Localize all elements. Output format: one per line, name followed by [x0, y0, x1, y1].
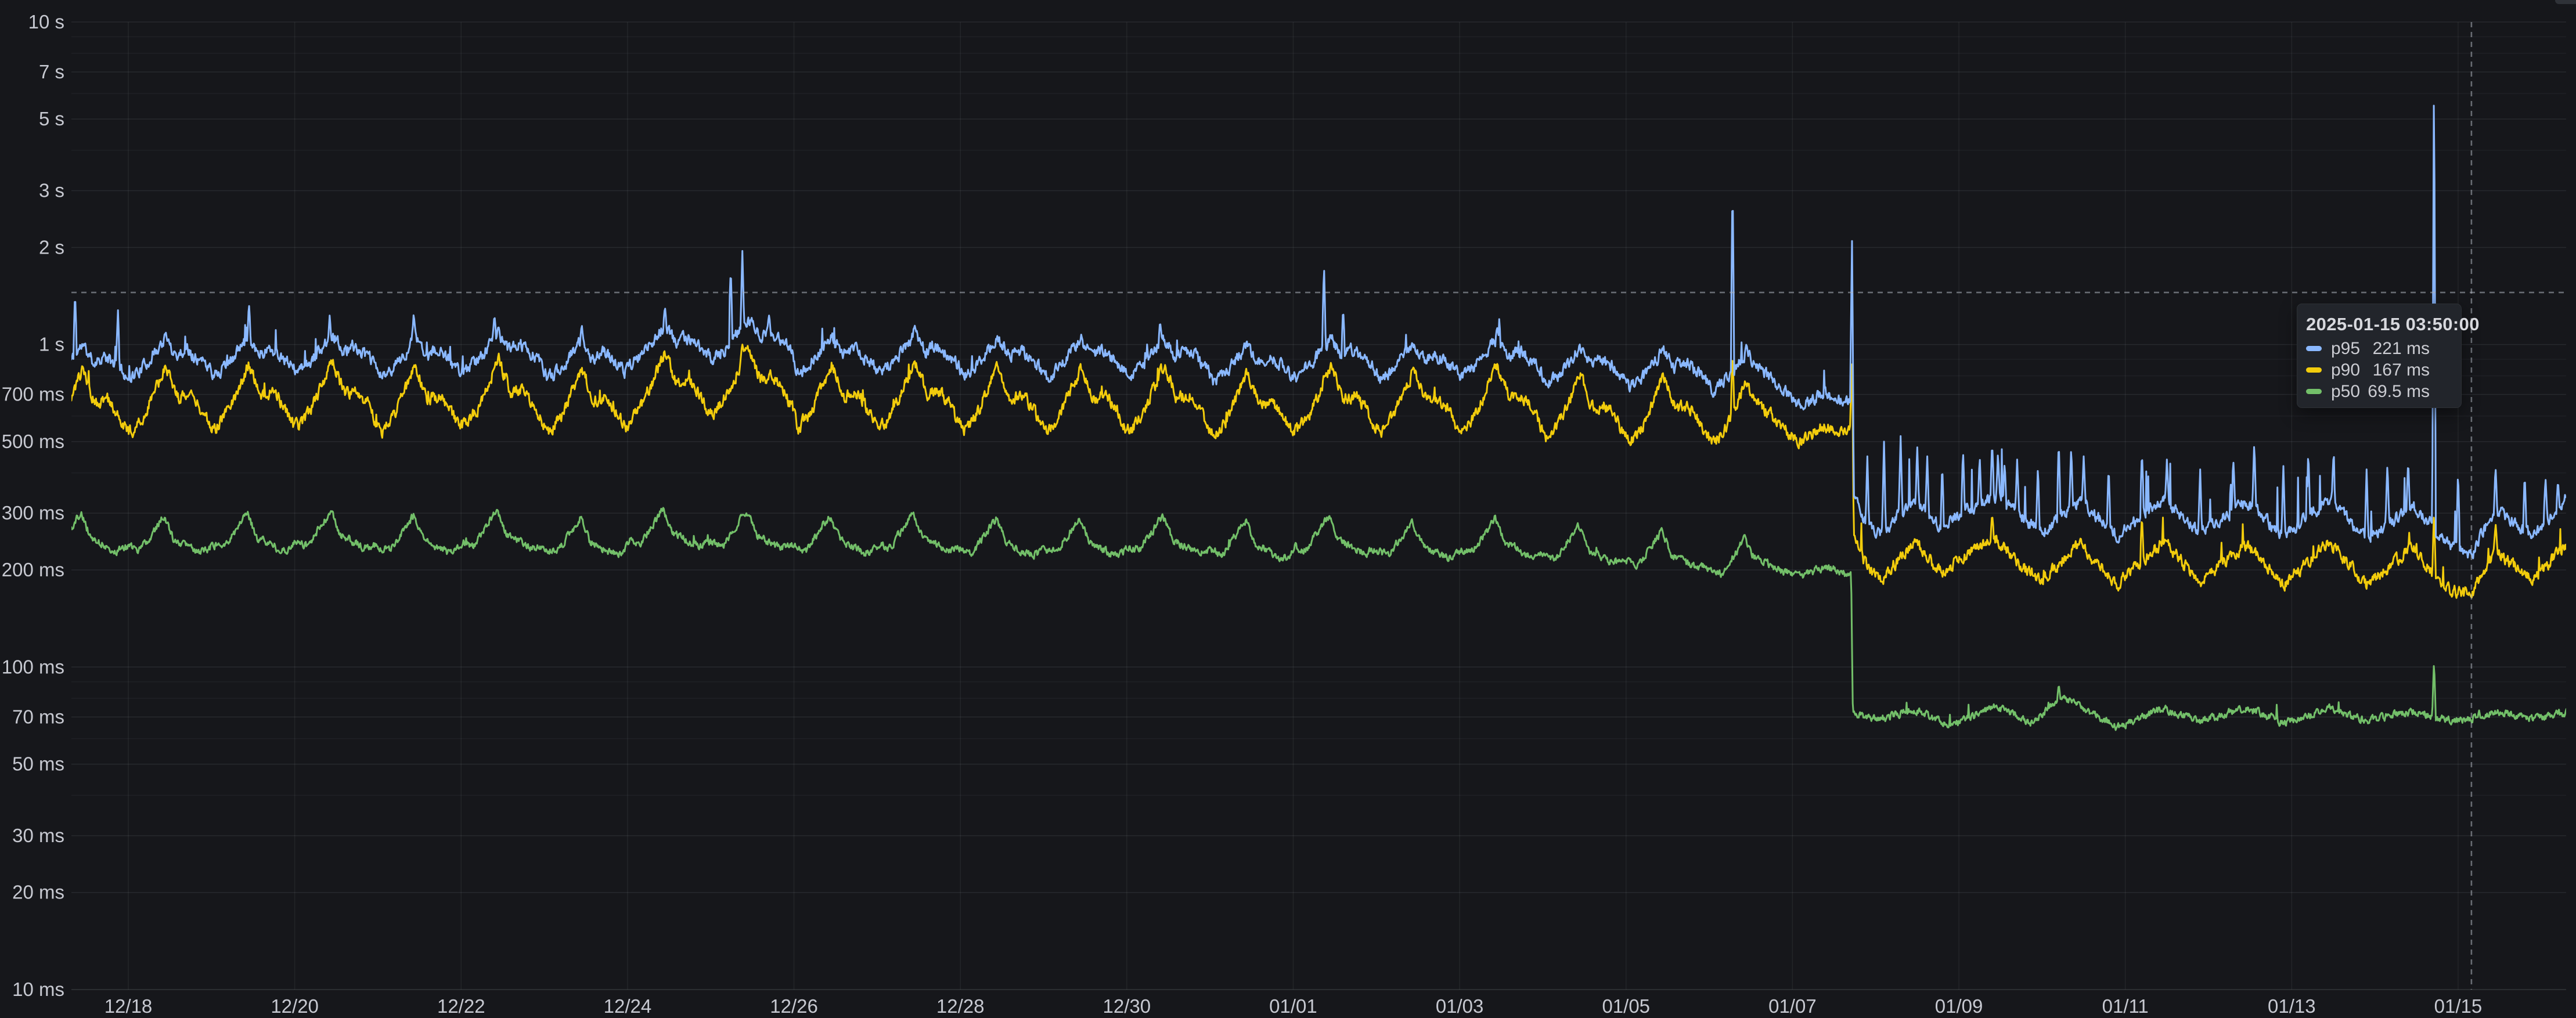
- x-axis-label: 01/15: [2434, 995, 2483, 1017]
- x-axis-label: 12/30: [1103, 995, 1151, 1017]
- p95-series-swatch: [2306, 346, 2322, 351]
- x-axis-label: 01/11: [2102, 995, 2149, 1017]
- y-axis-label: 700 ms: [2, 384, 64, 405]
- x-axis-label: 01/13: [2268, 995, 2316, 1017]
- tooltip-row-p95: p95 221 ms: [2306, 338, 2461, 359]
- x-axis: 12/18 12/20 12/22 12/24 12/26 12/28 12/30 01/01…: [105, 995, 2483, 1017]
- crosshair: [71, 22, 2566, 990]
- y-axis-label: 7 s: [39, 61, 64, 82]
- tooltip-series-label: p50: [2331, 381, 2361, 401]
- gridlines: [71, 21, 2566, 990]
- tooltip-timestamp: 2025-01-15 03:50:00: [2306, 314, 2480, 334]
- y-axis-label: 5 s: [39, 108, 64, 129]
- x-axis-label: 12/26: [770, 995, 818, 1017]
- x-axis-label: 01/09: [1935, 995, 1983, 1017]
- tooltip-series-value: 167 ms: [2372, 360, 2430, 380]
- y-axis-label: 10 ms: [12, 979, 64, 1000]
- tooltip-series-label: p95: [2331, 338, 2361, 358]
- x-axis-label: 01/03: [1436, 995, 1484, 1017]
- scrollbar-thumb[interactable]: [2555, 0, 2576, 4]
- y-axis-label: 200 ms: [2, 559, 64, 580]
- y-axis-label: 10 s: [28, 11, 64, 33]
- y-axis-label: 2 s: [39, 236, 64, 258]
- series-lines: [71, 104, 2566, 731]
- x-axis-label: 01/05: [1602, 995, 1650, 1017]
- p90-series-line: [71, 344, 2566, 599]
- x-axis-label: 01/07: [1768, 995, 1817, 1017]
- x-axis-label: 12/28: [936, 995, 985, 1017]
- x-axis-label: 12/18: [105, 995, 153, 1017]
- tooltip-row-p50: p50 69.5 ms: [2306, 381, 2461, 402]
- y-axis-label: 30 ms: [12, 825, 64, 846]
- p95-series-line: [71, 104, 2566, 559]
- chart-tooltip: 2025-01-15 03:50:00 p95 221 ms p90 167 m…: [2297, 304, 2480, 408]
- y-axis: 10 s 7 s 5 s 3 s 2 s 1 s 700 ms 500 ms 300 ms 200…: [2, 11, 64, 1000]
- y-axis-label: 3 s: [39, 179, 64, 201]
- y-axis-label: 70 ms: [12, 706, 64, 727]
- x-axis-label: 12/22: [437, 995, 485, 1017]
- x-axis-label: 12/20: [271, 995, 319, 1017]
- p50-series-swatch: [2306, 389, 2322, 394]
- tooltip-series-value: 69.5 ms: [2368, 381, 2430, 401]
- y-axis-label: 100 ms: [2, 656, 64, 677]
- p50-series-line: [71, 507, 2566, 731]
- y-axis-label: 300 ms: [2, 502, 64, 524]
- x-axis-label: 01/01: [1269, 995, 1317, 1017]
- y-axis-label: 1 s: [39, 334, 64, 355]
- y-axis-label: 500 ms: [2, 431, 64, 452]
- tooltip-series-label: p90: [2331, 360, 2361, 380]
- y-axis-label: 50 ms: [12, 753, 64, 775]
- tooltip-row-p90: p90 167 ms: [2306, 359, 2461, 381]
- x-axis-label: 12/24: [604, 995, 652, 1017]
- p90-series-swatch: [2306, 367, 2322, 373]
- tooltip-series-value: 221 ms: [2372, 338, 2430, 358]
- y-axis-label: 20 ms: [12, 882, 64, 903]
